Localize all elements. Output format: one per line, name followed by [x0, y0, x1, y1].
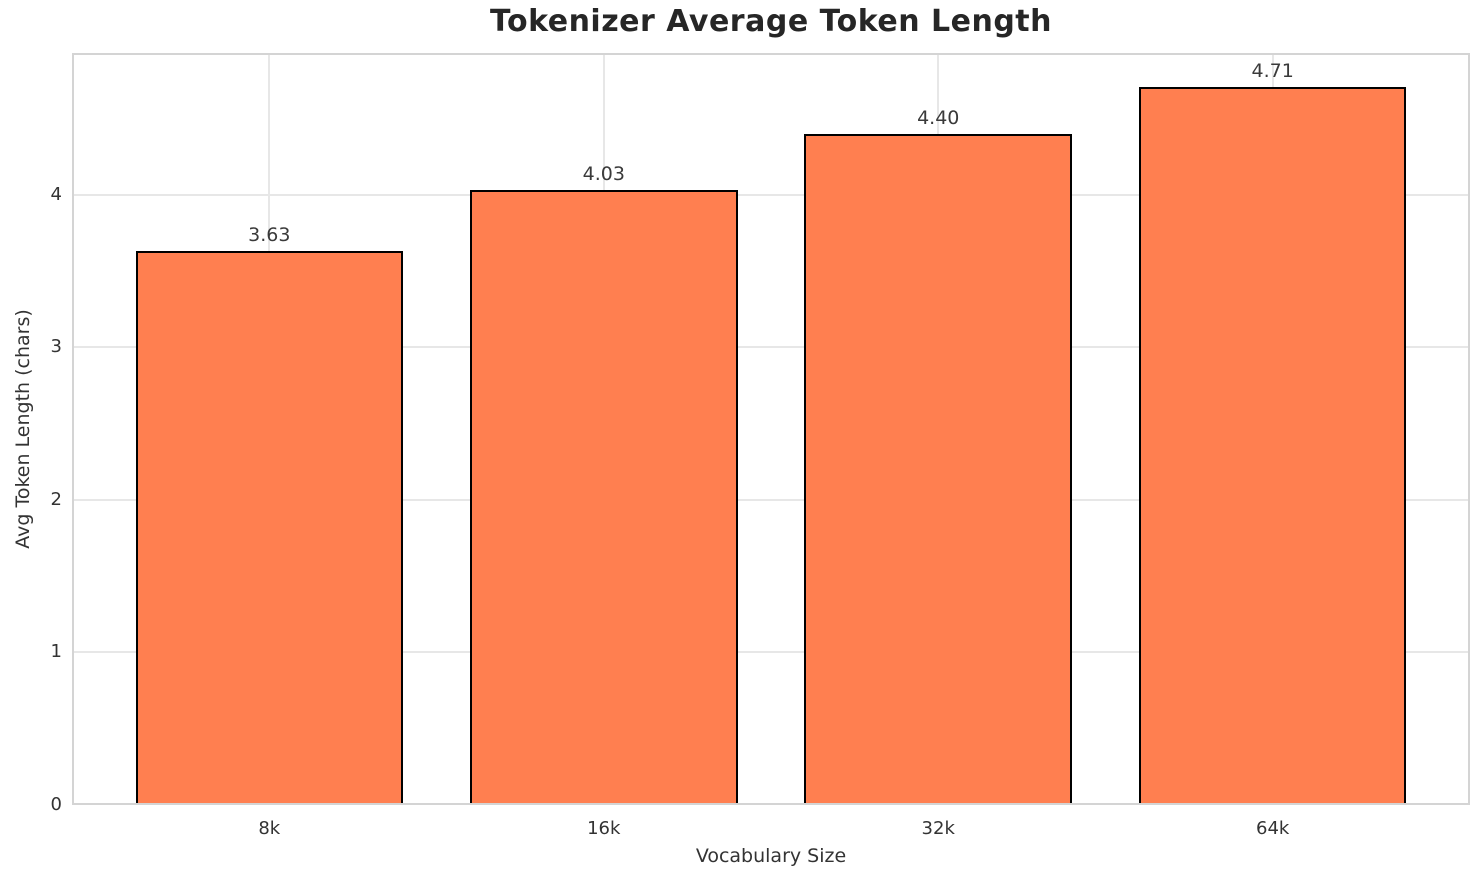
plot-area: 3.63 4.03 4.40 4.71 [72, 53, 1470, 805]
y-tick-label: 4 [50, 183, 62, 205]
spine-top [72, 53, 1470, 55]
bar-64k [1138, 86, 1407, 805]
bar-value-label: 4.03 [582, 163, 625, 186]
y-tick-label: 2 [50, 488, 62, 510]
x-tick-label: 32k [921, 818, 955, 839]
gridline-horizontal [72, 651, 1470, 654]
x-tick-label: 16k [587, 818, 621, 839]
y-tick-label: 0 [50, 794, 62, 815]
bar-16k [469, 190, 738, 805]
bar-value-label: 4.71 [1251, 59, 1294, 82]
spine-right [1468, 53, 1470, 805]
x-tick-label: 64k [1256, 818, 1290, 839]
x-axis-label: Vocabulary Size [695, 845, 847, 867]
bar-value-label: 4.40 [917, 106, 960, 129]
spine-bottom [72, 803, 1470, 805]
bar-8k [135, 251, 404, 805]
y-tick-label: 3 [50, 336, 62, 358]
gridline-horizontal [72, 498, 1470, 501]
y-tick-label: 1 [50, 641, 62, 663]
gridline-horizontal [72, 193, 1470, 196]
bar-value-label: 3.63 [248, 224, 291, 247]
spine-left [72, 53, 74, 805]
bar-32k [804, 133, 1072, 805]
x-tick-label: 8k [258, 818, 281, 839]
gridline-horizontal [72, 346, 1470, 349]
chart-title: Tokenizer Average Token Length [489, 4, 1052, 39]
